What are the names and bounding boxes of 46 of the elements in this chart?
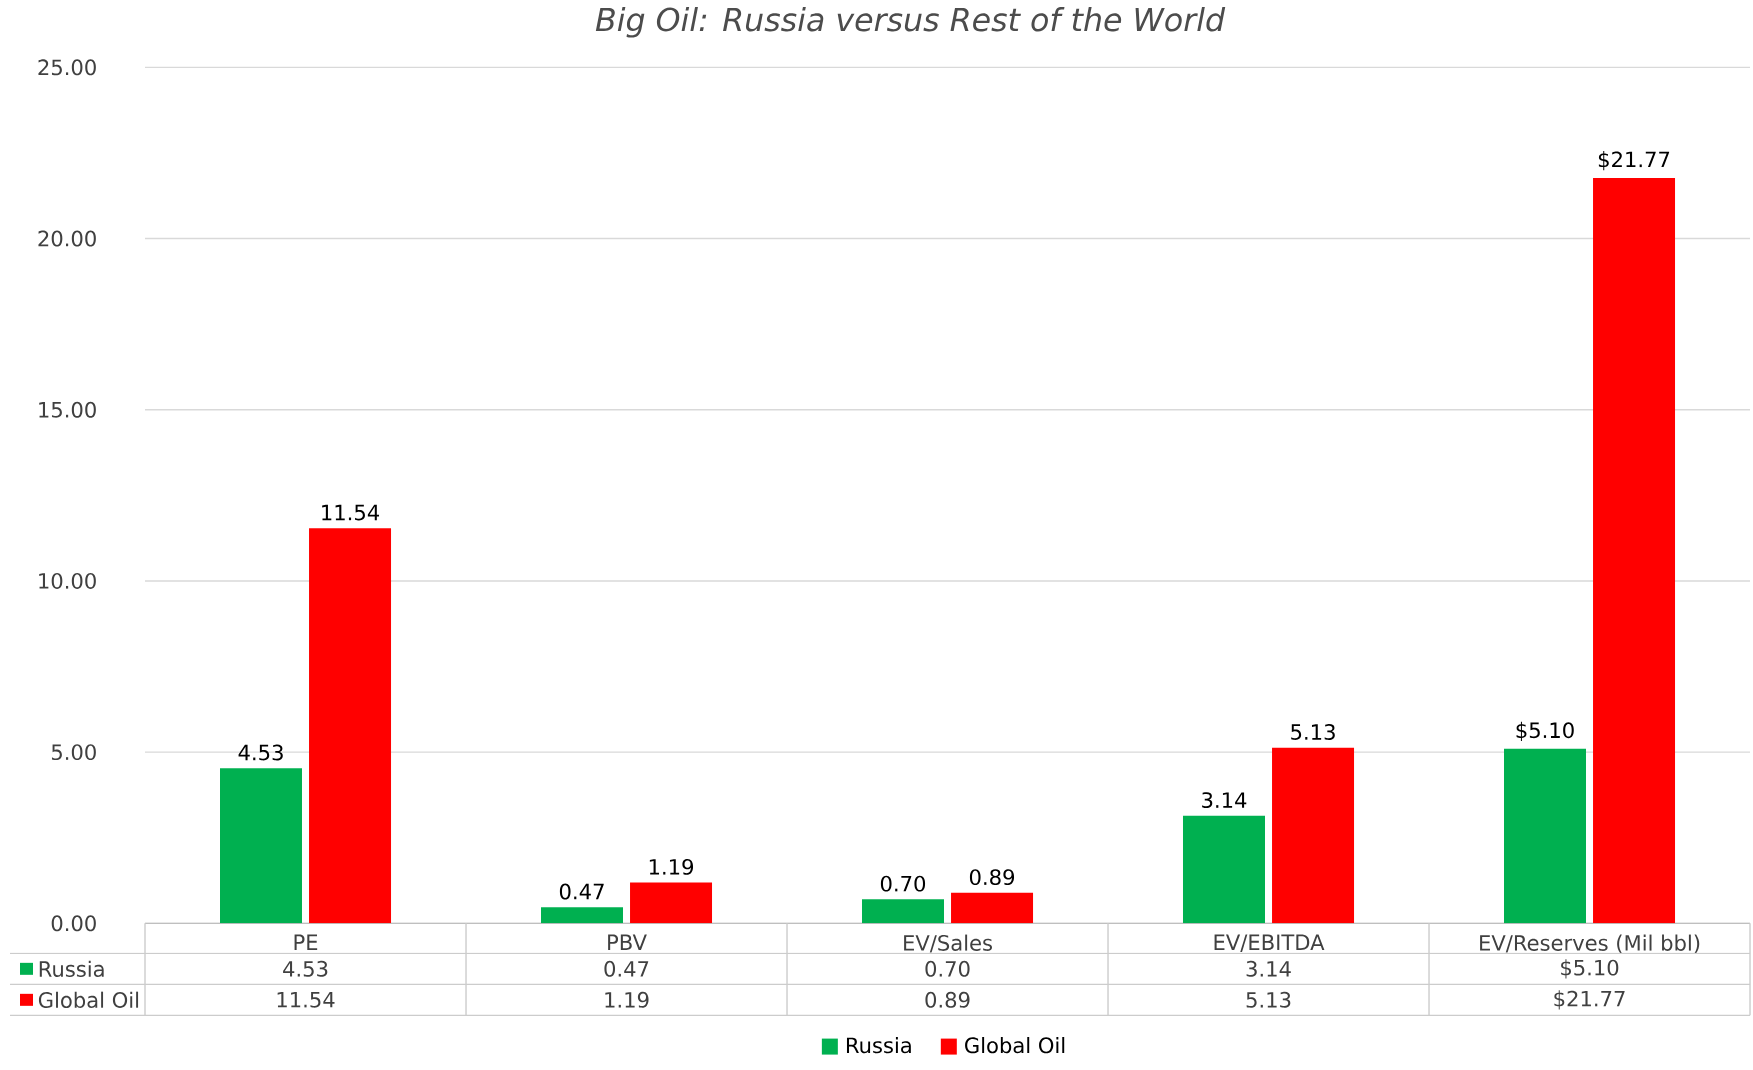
data-label: 0.70 (925, 960, 970, 977)
bar (541, 907, 623, 924)
bar (630, 882, 713, 924)
data-label: $21.77 (1554, 990, 1625, 1010)
data-label: 4.53 (283, 960, 328, 977)
legend-label: Global Oil (965, 1036, 1065, 1054)
y-tick-label: 20.00 (38, 230, 96, 247)
data-label: 1.19 (605, 991, 649, 1008)
data-label: 0.47 (604, 960, 649, 977)
text: 3.14 (1202, 792, 1247, 808)
bar (1593, 177, 1676, 924)
data-label: $5.10 (1561, 959, 1619, 979)
text: 4.53 (238, 744, 283, 761)
text: 0.70 (880, 875, 926, 892)
y-tick-label: 15.00 (39, 401, 96, 418)
text: 1.19 (649, 858, 694, 875)
bar (1504, 748, 1586, 924)
bar (951, 892, 1034, 924)
bar (1182, 815, 1265, 924)
text: 0.47 (559, 883, 604, 900)
text: Russia (39, 960, 104, 977)
x-tick-label: EV/Reserves (Mil bbl) (1480, 934, 1700, 954)
text: Global Oil (38, 991, 139, 1008)
x-tick-label: EV/EBITDA (1214, 934, 1325, 952)
data-label: 3.14 (1246, 960, 1291, 977)
bar (220, 768, 302, 924)
text: 5.13 (1291, 723, 1335, 740)
data-label: 11.54 (277, 991, 335, 1008)
bar (1272, 747, 1355, 924)
legend-label: Russia (846, 1036, 911, 1054)
data-label: 0.89 (925, 991, 970, 1008)
x-tick-label: PE (294, 934, 318, 950)
y-tick-label: 0.00 (51, 915, 96, 932)
x-tick-label: EV/Sales (904, 934, 993, 953)
data-label: 5.13 (1246, 991, 1291, 1008)
text: $21.77 (1598, 150, 1670, 171)
y-tick-label: 25.00 (38, 59, 96, 76)
y-tick-label: 5.00 (51, 744, 96, 760)
chart-title: Big Oil: Russia versus Rest of the World (595, 6, 1226, 38)
bar (309, 528, 392, 924)
text: $5.10 (1516, 721, 1574, 741)
x-tick-label: PBV (608, 934, 647, 950)
text: 0.89 (969, 869, 1015, 885)
text: 11.54 (322, 504, 380, 521)
bar (862, 899, 944, 924)
y-tick-label: 10.00 (39, 572, 96, 589)
